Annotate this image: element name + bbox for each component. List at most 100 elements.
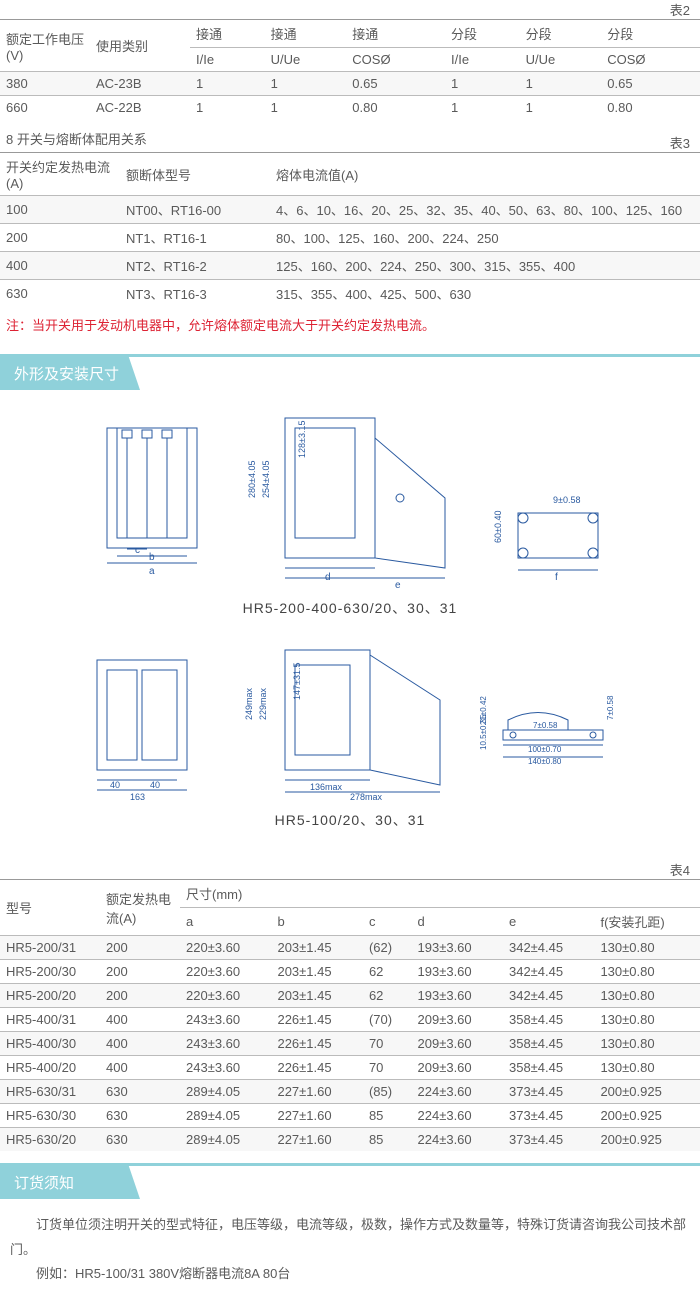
table-cell: 358±4.45	[503, 1032, 594, 1056]
dimensions-section: 外形及安装尺寸	[0, 354, 700, 390]
table-cell: 243±3.60	[180, 1032, 271, 1056]
svg-text:d: d	[325, 572, 331, 583]
table-cell: 226±1.45	[271, 1056, 362, 1080]
t2-s3: U/Ue	[265, 48, 347, 72]
table-cell: 227±1.60	[271, 1128, 362, 1152]
table-cell: 1	[265, 72, 347, 96]
table-cell: 193±3.60	[412, 936, 503, 960]
t4-sa: a	[180, 908, 271, 936]
t4-se: e	[503, 908, 594, 936]
table-cell: (62)	[363, 936, 412, 960]
table-cell: 200	[0, 224, 120, 252]
table-cell: (85)	[363, 1080, 412, 1104]
svg-text:254±4.05: 254±4.05	[261, 461, 271, 498]
svg-text:f: f	[555, 572, 558, 583]
table-row: HR5-400/30400243±3.60226±1.4570209±3.603…	[0, 1032, 700, 1056]
diagram2-caption: HR5-100/20、30、31	[8, 810, 692, 830]
t2-h3: 接通	[265, 20, 347, 48]
diagram1-caption: HR5-200-400-630/20、30、31	[8, 598, 692, 618]
table-cell: 224±3.60	[412, 1080, 503, 1104]
table-cell: 4、6、10、16、20、25、32、35、40、50、63、80、100、12…	[270, 196, 700, 224]
table-cell: NT2、RT16-2	[120, 252, 270, 280]
table-row: HR5-200/31200220±3.60203±1.45(62)193±3.6…	[0, 936, 700, 960]
table-cell: 125、160、200、224、250、300、315、355、400	[270, 252, 700, 280]
table-cell: 209±3.60	[412, 1056, 503, 1080]
t3-h1: 额断体型号	[120, 153, 270, 196]
table-cell: AC-23B	[90, 72, 190, 96]
table-cell: 400	[100, 1056, 180, 1080]
table-cell: 630	[0, 280, 120, 308]
table-cell: 100	[0, 196, 120, 224]
order-p2: 例如：HR5-100/31 380V熔断器电流8A 80台	[10, 1262, 690, 1287]
t2-s7: COSØ	[601, 48, 700, 72]
t3-h0: 开关约定发热电流(A)	[0, 153, 120, 196]
svg-text:9±0.58: 9±0.58	[553, 495, 580, 505]
table-cell: 224±3.60	[412, 1104, 503, 1128]
table-cell: 1	[520, 96, 602, 120]
table-row: 200NT1、RT16-180、100、125、160、200、224、250	[0, 224, 700, 252]
table-cell: 203±1.45	[271, 984, 362, 1008]
table-cell: 289±4.05	[180, 1104, 271, 1128]
table-cell: 315、355、400、425、500、630	[270, 280, 700, 308]
table-row: HR5-400/20400243±3.60226±1.4570209±3.603…	[0, 1056, 700, 1080]
t4-sd: d	[412, 908, 503, 936]
t2-s4: COSØ	[346, 48, 445, 72]
table-cell: HR5-200/31	[0, 936, 100, 960]
table-cell: 203±1.45	[271, 936, 362, 960]
table-cell: 1	[190, 72, 265, 96]
table-cell: (70)	[363, 1008, 412, 1032]
t2-h6: 分段	[520, 20, 602, 48]
table4-label: 表4	[0, 860, 700, 879]
table-cell: 70	[363, 1056, 412, 1080]
table-cell: 220±3.60	[180, 936, 271, 960]
table2: 额定工作电压(V) 使用类别 接通 接通 接通 分段 分段 分段 I/Ie U/…	[0, 19, 700, 119]
t2-s5: I/Ie	[445, 48, 520, 72]
table-cell: 130±0.80	[594, 960, 700, 984]
table-cell: 193±3.60	[412, 960, 503, 984]
t2-h1: 使用类别	[90, 20, 190, 72]
table-cell: 289±4.05	[180, 1128, 271, 1152]
table-cell: 358±4.45	[503, 1056, 594, 1080]
order-section: 订货须知	[0, 1163, 700, 1199]
table-cell: NT3、RT16-3	[120, 280, 270, 308]
table-cell: HR5-630/20	[0, 1128, 100, 1152]
diagram2-right: 21±0.42 10.5±0.35 7±0.58 100±0.70 140±0.…	[478, 680, 638, 800]
table-cell: 209±3.60	[412, 1008, 503, 1032]
svg-text:40: 40	[150, 780, 160, 790]
svg-text:c: c	[135, 545, 140, 556]
table-cell: HR5-630/30	[0, 1104, 100, 1128]
table-cell: 80、100、125、160、200、224、250	[270, 224, 700, 252]
table-row: HR5-630/20630289±4.05227±1.6085224±3.603…	[0, 1128, 700, 1152]
svg-text:280±4.05: 280±4.05	[247, 461, 257, 498]
svg-text:140±0.80: 140±0.80	[528, 757, 562, 766]
diagram1-right: 9±0.58 60±0.40 f	[493, 488, 623, 588]
table-cell: 227±1.60	[271, 1080, 362, 1104]
table-cell: 400	[100, 1008, 180, 1032]
table-cell: 85	[363, 1104, 412, 1128]
table-cell: HR5-400/31	[0, 1008, 100, 1032]
table-cell: 1	[445, 72, 520, 96]
svg-text:40: 40	[110, 780, 120, 790]
table2-body: 380AC-23B110.65110.65660AC-22B110.80110.…	[0, 72, 700, 120]
table-cell: 200	[100, 984, 180, 1008]
diagram1-area: c b a d e 280±4.05 254±4.05 128±3.15 9±0…	[0, 390, 700, 860]
table-cell: 373±4.45	[503, 1080, 594, 1104]
table-row: HR5-200/20200220±3.60203±1.4562193±3.603…	[0, 984, 700, 1008]
dimensions-header: 外形及安装尺寸	[0, 357, 140, 390]
table-cell: 0.65	[601, 72, 700, 96]
table-row: HR5-630/30630289±4.05227±1.6085224±3.603…	[0, 1104, 700, 1128]
table-cell: 193±3.60	[412, 984, 503, 1008]
table-row: HR5-630/31630289±4.05227±1.60(85)224±3.6…	[0, 1080, 700, 1104]
table-cell: NT00、RT16-00	[120, 196, 270, 224]
svg-text:7±0.58: 7±0.58	[606, 695, 615, 720]
table-cell: 289±4.05	[180, 1080, 271, 1104]
table-cell: HR5-400/30	[0, 1032, 100, 1056]
table4-body: HR5-200/31200220±3.60203±1.45(62)193±3.6…	[0, 936, 700, 1152]
svg-text:147±31.5: 147±31.5	[292, 663, 302, 700]
table-cell: 130±0.80	[594, 1056, 700, 1080]
table-cell: 342±4.45	[503, 936, 594, 960]
table-cell: 630	[100, 1080, 180, 1104]
table-cell: 373±4.45	[503, 1128, 594, 1152]
table-cell: 224±3.60	[412, 1128, 503, 1152]
table-cell: 227±1.60	[271, 1104, 362, 1128]
